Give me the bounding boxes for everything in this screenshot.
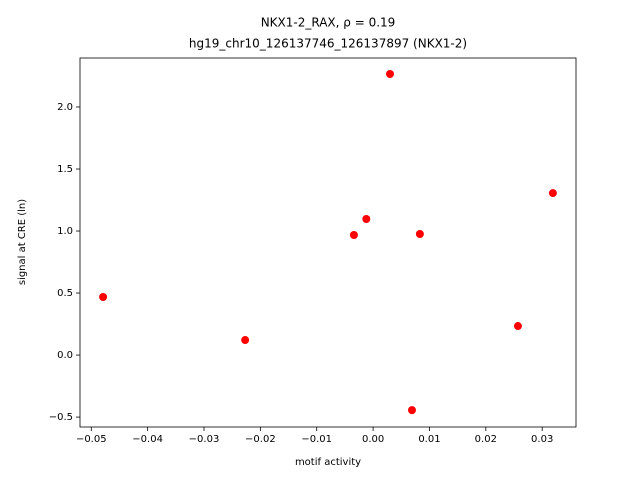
x-tick-label: −0.04 (132, 434, 163, 445)
y-tick-label: −0.5 (49, 412, 73, 423)
x-tick-label: −0.05 (76, 434, 107, 445)
point (513, 322, 522, 331)
x-tick-label: −0.03 (189, 434, 220, 445)
y-tick-label: 1.0 (57, 226, 73, 237)
x-tick-label: 0.00 (362, 434, 384, 445)
point (386, 70, 394, 79)
y-tick-label: 2.0 (57, 102, 73, 113)
point (99, 293, 108, 302)
point (349, 230, 358, 239)
point (241, 336, 250, 345)
chart-title: NKX1-2_RAX, ρ = 0.19 (261, 16, 396, 30)
point (548, 189, 557, 198)
x-tick-label: −0.01 (301, 434, 332, 445)
chart-subtitle: hg19_chr10_126137746_126137897 (NKX1-2) (189, 37, 467, 51)
y-axis-label: signal at CRE (ln) (17, 199, 28, 285)
plot-frame (79, 57, 577, 428)
x-tick-label: 0.03 (531, 434, 553, 445)
point (407, 406, 416, 415)
y-tick-label: 0.0 (57, 350, 73, 361)
x-axis-label: motif activity (295, 457, 361, 468)
y-tick-label: 0.5 (57, 288, 73, 299)
y-tick-label: 1.5 (57, 164, 73, 175)
point (362, 214, 371, 223)
x-tick-label: 0.02 (475, 434, 497, 445)
x-tick-label: −0.02 (245, 434, 276, 445)
x-tick-label: 0.01 (418, 434, 440, 445)
point (415, 230, 424, 239)
